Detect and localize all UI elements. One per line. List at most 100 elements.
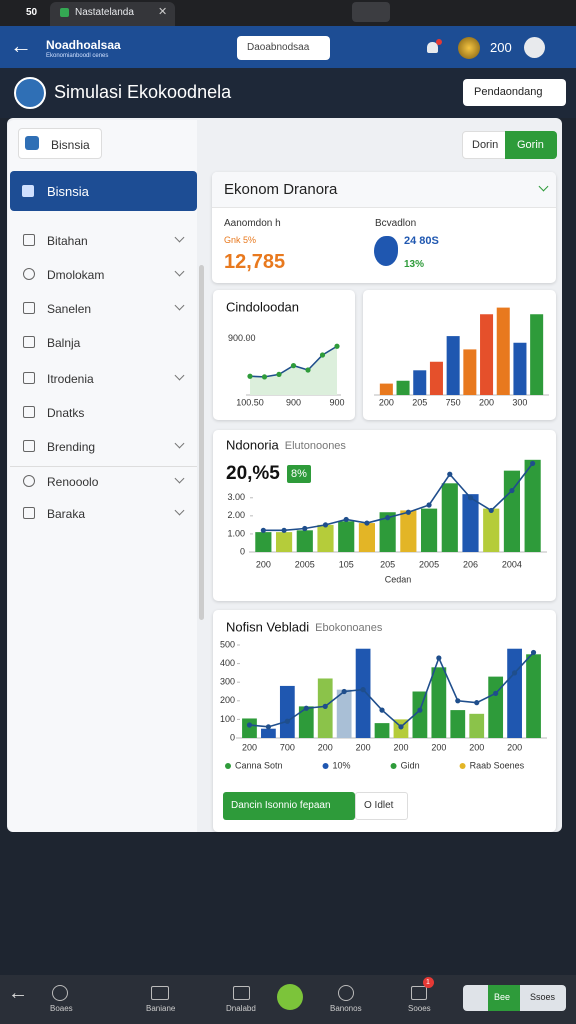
chart: 200 205 750 200 300 (374, 307, 549, 407)
user-avatar[interactable] (524, 37, 545, 58)
nav-icon[interactable] (338, 985, 354, 1001)
x-tick-label: 100.50 (236, 397, 264, 407)
icon (23, 440, 35, 452)
sidebar-item[interactable]: Dnatks (47, 406, 85, 420)
chart: Cindoloodan 900.00 100.50 900 900 (226, 299, 345, 407)
tab-close[interactable]: ✕ (158, 6, 168, 18)
nav-toggle-label[interactable]: Ssoes (530, 992, 556, 1002)
bar (530, 314, 544, 395)
nav-toggle-label[interactable]: Bee (494, 992, 511, 1002)
sidebar-top-label[interactable]: Bisnsia (51, 138, 90, 152)
bar (526, 654, 541, 738)
nav-label[interactable]: Sooes (408, 1004, 431, 1013)
search-box[interactable] (237, 36, 330, 60)
y-tick-label: 200 (220, 695, 235, 705)
bar (503, 470, 521, 552)
bar (255, 532, 272, 552)
point (261, 374, 268, 380)
summary-left-sub: Gnk 5% (224, 235, 257, 245)
sidebar-active-label[interactable]: Bisnsia (47, 184, 89, 199)
nav-toggle-active[interactable] (488, 985, 520, 1011)
primary-button[interactable] (223, 792, 355, 820)
bar (412, 691, 428, 738)
x-tick-label: 200 (393, 742, 408, 752)
point (405, 509, 411, 515)
sidebar-active[interactable] (10, 171, 197, 211)
sidebar-item[interactable]: Brending (47, 440, 96, 454)
x-tick-label: 2005 (419, 559, 439, 569)
sidebar-item[interactable]: Itrodenia (47, 372, 94, 386)
bar (336, 689, 352, 738)
bar (379, 383, 393, 395)
sidebar-item[interactable]: Renooolo (47, 475, 99, 489)
brand: Noadhoalsaa (46, 38, 121, 52)
toggle-right-label[interactable]: Gorin (517, 139, 544, 151)
summary-icon (374, 236, 398, 266)
header-action[interactable] (463, 79, 566, 106)
chart-subtitle: Elutonoones (285, 440, 347, 452)
point (276, 371, 282, 377)
sidebar (8, 120, 197, 832)
nav-icon[interactable] (52, 985, 68, 1001)
search-text[interactable]: Daoabnodsaa (247, 42, 310, 53)
notification-dot (436, 39, 442, 45)
nav-icon[interactable] (411, 986, 427, 1000)
primary-button-label[interactable]: Dancin Isonnio fepaan (231, 800, 331, 811)
x-tick-label: 205 (380, 559, 395, 569)
point (247, 373, 253, 379)
bar (317, 524, 334, 552)
coin-icon (458, 37, 480, 59)
sidebar-item[interactable]: Balnja (47, 336, 81, 350)
nav-label[interactable]: Banonos (330, 1004, 362, 1013)
nav-center-button[interactable] (277, 984, 303, 1010)
tab-title[interactable]: Nastatelanda (75, 7, 134, 18)
app-logo (14, 77, 46, 109)
bar (431, 667, 447, 738)
tab[interactable] (352, 2, 390, 22)
back-button[interactable]: ← (10, 33, 32, 58)
summary-right-label: Bcvadlon (375, 218, 417, 229)
chart-card: 200 205 750 200 300 (363, 290, 556, 420)
x-tick-label: 750 (446, 397, 461, 407)
sidebar-item[interactable]: Baraka (47, 507, 86, 521)
nav-label[interactable]: Baniane (146, 1004, 176, 1013)
point (530, 460, 536, 467)
y-tick-label: 900.00 (228, 333, 256, 343)
line (263, 462, 534, 532)
point (467, 495, 474, 501)
sidebar-item[interactable]: Dmolokam (47, 268, 105, 282)
toggle-right[interactable] (505, 131, 557, 159)
nav-icon[interactable] (233, 986, 250, 1000)
point (302, 525, 308, 532)
point (360, 687, 366, 693)
point (447, 471, 453, 477)
bar (480, 314, 494, 395)
toggle-left-label[interactable]: Dorin (472, 139, 499, 151)
x-tick-label: 200 (469, 742, 484, 752)
nav-label[interactable]: Boaes (50, 1004, 73, 1013)
sidebar-item[interactable]: Sanelen (47, 302, 92, 316)
sidebar-item[interactable]: Bitahan (47, 234, 88, 248)
secondary-button[interactable] (355, 792, 408, 820)
point (246, 722, 253, 728)
notification-icon[interactable] (427, 42, 438, 53)
bar (413, 370, 427, 395)
nav-badge (423, 977, 434, 988)
toggle-left[interactable] (462, 131, 506, 159)
header-action-label[interactable]: Pendaondang (474, 86, 543, 98)
y-tick-label: 300 (220, 677, 235, 687)
x-tick-label: 200 (431, 742, 446, 752)
nav-back[interactable]: ← (8, 982, 28, 1004)
nav-label[interactable]: Dnalabd (226, 1004, 256, 1013)
point (474, 700, 480, 706)
y-tick-label: 500 (220, 639, 235, 649)
y-tick-label: 3.00 (227, 492, 245, 502)
point (322, 703, 328, 709)
nav-badge-text: 1 (426, 979, 430, 986)
nav-icon[interactable] (151, 986, 169, 1000)
active-tab[interactable] (50, 2, 175, 26)
secondary-button-label[interactable]: O Idlet (364, 800, 394, 811)
point (493, 690, 499, 696)
icon (23, 336, 35, 348)
bar (441, 483, 458, 552)
